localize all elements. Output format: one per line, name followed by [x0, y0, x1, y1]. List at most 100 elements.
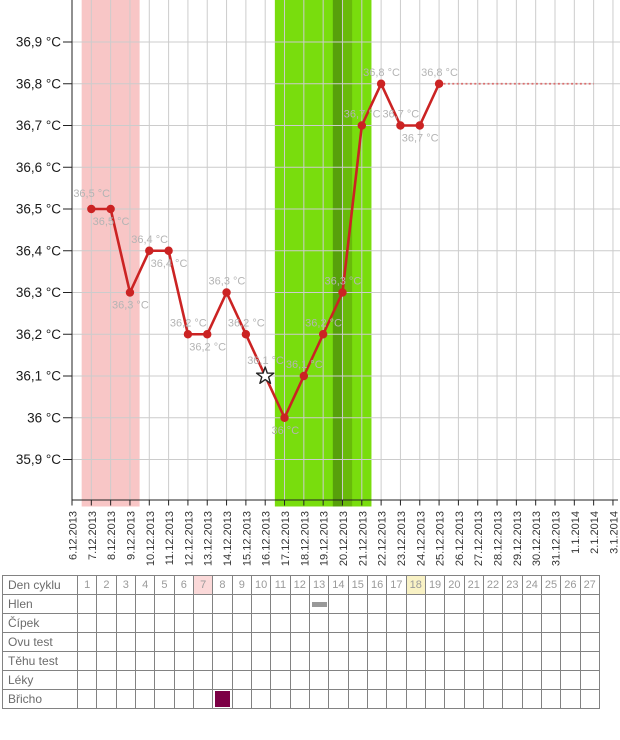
day-cell[interactable]	[76, 632, 98, 652]
day-cell[interactable]	[173, 632, 194, 652]
day-cell[interactable]	[192, 651, 214, 671]
day-cell[interactable]	[250, 651, 272, 671]
day-cell[interactable]	[192, 670, 214, 690]
day-cell[interactable]	[212, 594, 233, 614]
star-marker[interactable]	[255, 366, 275, 384]
day-cell[interactable]	[347, 613, 368, 633]
day-cell[interactable]	[347, 594, 368, 614]
day-cell[interactable]	[560, 651, 581, 671]
day-cell[interactable]	[231, 632, 252, 652]
day-cell[interactable]	[308, 632, 330, 652]
day-cell[interactable]	[173, 594, 194, 614]
day-cell[interactable]	[173, 670, 194, 690]
data-point[interactable]	[280, 413, 289, 422]
day-cell[interactable]	[347, 632, 368, 652]
day-cell[interactable]	[96, 689, 117, 709]
day-cell[interactable]	[502, 689, 523, 709]
day-cell[interactable]	[540, 670, 562, 690]
day-cell[interactable]	[366, 594, 388, 614]
day-cell[interactable]	[231, 689, 252, 709]
day-cell[interactable]	[386, 651, 407, 671]
day-cell[interactable]	[502, 632, 523, 652]
day-cell[interactable]	[424, 613, 446, 633]
day-cell[interactable]	[521, 594, 542, 614]
day-cell[interactable]	[328, 689, 349, 709]
day-cell[interactable]	[424, 594, 446, 614]
day-cell[interactable]	[96, 632, 117, 652]
data-point[interactable]	[338, 288, 347, 297]
day-cell[interactable]	[463, 689, 484, 709]
day-cell[interactable]	[231, 651, 252, 671]
day-cell[interactable]	[270, 689, 291, 709]
day-cell[interactable]	[347, 689, 368, 709]
day-cell[interactable]	[308, 651, 330, 671]
day-cell[interactable]	[289, 670, 310, 690]
day-cell[interactable]	[76, 613, 98, 633]
day-cell[interactable]	[173, 689, 194, 709]
day-cell[interactable]	[424, 651, 446, 671]
day-cell[interactable]	[96, 613, 117, 633]
day-cell[interactable]	[328, 594, 349, 614]
day-cell[interactable]	[192, 613, 214, 633]
day-cell[interactable]	[115, 651, 136, 671]
day-cell[interactable]	[270, 632, 291, 652]
day-cell[interactable]	[154, 689, 175, 709]
data-point[interactable]	[87, 204, 96, 214]
day-cell[interactable]	[154, 670, 175, 690]
day-cell[interactable]	[386, 594, 407, 614]
day-cell[interactable]	[96, 651, 117, 671]
day-cell[interactable]	[134, 689, 156, 709]
day-cell[interactable]	[154, 632, 175, 652]
day-cell[interactable]	[76, 651, 98, 671]
day-cell[interactable]	[308, 670, 330, 690]
day-cell[interactable]	[540, 632, 562, 652]
day-cell[interactable]	[463, 613, 484, 633]
day-cell[interactable]	[192, 594, 214, 614]
day-cell[interactable]	[405, 651, 426, 671]
day-cell[interactable]	[328, 613, 349, 633]
day-cell[interactable]	[270, 613, 291, 633]
day-cell[interactable]	[231, 613, 252, 633]
day-cell[interactable]	[115, 670, 136, 690]
day-cell[interactable]	[579, 670, 600, 690]
data-point[interactable]	[145, 246, 154, 255]
day-cell[interactable]	[134, 670, 156, 690]
day-cell[interactable]	[289, 594, 310, 614]
day-cell[interactable]	[521, 632, 542, 652]
data-point[interactable]	[357, 121, 366, 130]
day-cell[interactable]	[540, 594, 562, 614]
day-cell[interactable]	[212, 632, 233, 652]
day-cell[interactable]	[231, 594, 252, 614]
day-cell[interactable]	[231, 670, 252, 690]
day-cell[interactable]	[366, 689, 388, 709]
data-point[interactable]	[125, 288, 135, 297]
day-cell[interactable]	[347, 651, 368, 671]
data-point[interactable]	[241, 330, 251, 339]
day-cell[interactable]	[405, 632, 426, 652]
day-cell[interactable]	[308, 689, 330, 709]
day-cell[interactable]	[540, 613, 562, 633]
day-cell[interactable]	[502, 651, 523, 671]
day-cell[interactable]	[212, 689, 233, 709]
day-cell[interactable]	[289, 689, 310, 709]
data-point[interactable]	[299, 371, 309, 381]
day-cell[interactable]	[386, 689, 407, 709]
day-cell[interactable]	[328, 632, 349, 652]
day-cell[interactable]	[250, 613, 272, 633]
day-cell[interactable]	[96, 594, 117, 614]
day-cell[interactable]	[250, 689, 272, 709]
day-cell[interactable]	[173, 613, 194, 633]
day-cell[interactable]	[134, 632, 156, 652]
day-cell[interactable]	[463, 651, 484, 671]
data-point[interactable]	[376, 79, 386, 88]
day-cell[interactable]	[386, 670, 407, 690]
day-cell[interactable]	[308, 594, 330, 614]
day-cell[interactable]	[482, 594, 504, 614]
day-cell[interactable]	[463, 670, 484, 690]
day-cell[interactable]	[173, 651, 194, 671]
day-cell[interactable]	[270, 670, 291, 690]
day-cell[interactable]	[134, 613, 156, 633]
day-cell[interactable]	[521, 613, 542, 633]
day-cell[interactable]	[463, 594, 484, 614]
data-point[interactable]	[396, 121, 405, 130]
